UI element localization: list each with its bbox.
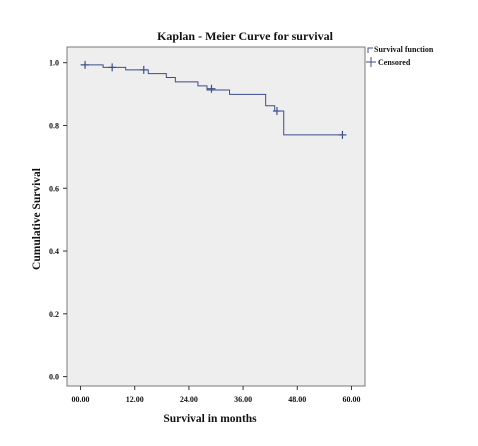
y-tick-label: 0.0: [49, 373, 59, 382]
x-tick-label: 12.00: [126, 395, 144, 404]
x-tick-label: 00.00: [72, 395, 90, 404]
y-tick-label: 0.4: [49, 247, 59, 256]
x-axis-label: Survival in months: [163, 413, 257, 425]
legend-label-survival: Survival function: [374, 45, 434, 54]
y-tick-label: 0.6: [49, 184, 59, 193]
y-axis-label: Cumulative Survival: [31, 168, 43, 270]
y-tick-label: 1.0: [49, 59, 59, 68]
x-tick-label: 60.00: [342, 395, 360, 404]
chart-title: Kaplan - Meier Curve for survival: [157, 29, 334, 43]
legend-swatch-survival: [367, 47, 373, 53]
y-tick-label: 0.8: [49, 121, 59, 130]
x-tick-label: 48.00: [288, 395, 306, 404]
legend-label-censored: Censored: [378, 58, 411, 67]
censored-marker: [338, 130, 347, 139]
y-tick-label: 0.2: [49, 310, 59, 319]
censored-marker: [272, 107, 281, 116]
censored-marker: [108, 63, 117, 72]
censored-marker: [139, 65, 148, 74]
legend-swatch-censored: [366, 57, 376, 67]
censored-marker: [207, 84, 216, 93]
plot-area: [66, 46, 366, 387]
axis-ticks: 0.0 0.2 0.4 0.6 0.8 1.0 00.00 12.00 24.00 36.00 48…: [49, 59, 360, 404]
legend: Survival function Censored: [366, 45, 434, 67]
x-tick-label: 36.00: [234, 395, 252, 404]
survival-step-line: [80, 64, 343, 136]
x-tick-label: 24.00: [180, 395, 198, 404]
series-layer: [80, 60, 347, 139]
censored-marker: [81, 60, 90, 69]
